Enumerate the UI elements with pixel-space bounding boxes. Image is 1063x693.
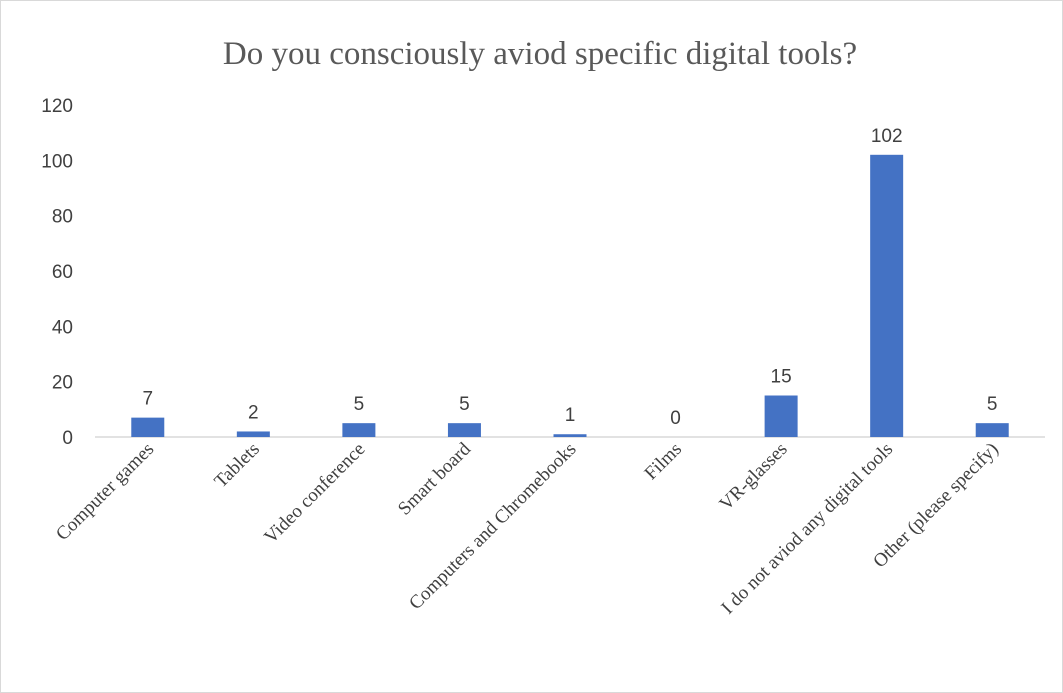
category-label: Tablets (210, 439, 263, 492)
category-label: Computer games (52, 439, 158, 545)
bar (975, 423, 1009, 437)
data-label: 5 (987, 394, 998, 415)
data-label: 15 (771, 367, 792, 388)
category-label: VR-glasses (716, 439, 792, 515)
chart-title: Do you consciously aviod specific digita… (223, 36, 857, 72)
bar (131, 417, 165, 437)
bar (764, 395, 798, 437)
y-tick-label: 20 (52, 373, 73, 394)
bar (236, 431, 270, 437)
bar (553, 434, 587, 437)
data-label: 102 (871, 126, 903, 147)
data-label: 5 (459, 394, 470, 415)
category-label: Video conference (260, 439, 369, 548)
bars (131, 154, 1009, 438)
data-label: 0 (670, 408, 681, 429)
y-tick-label: 120 (41, 96, 73, 117)
data-label: 7 (142, 389, 153, 410)
y-tick-label: 0 (62, 428, 73, 449)
category-label: Smart board (394, 438, 475, 519)
data-label: 1 (565, 405, 576, 426)
y-tick-label: 40 (52, 317, 73, 338)
data-label: 2 (248, 402, 259, 423)
category-label: Films (641, 439, 686, 484)
bar (870, 154, 904, 438)
y-tick-label: 60 (52, 262, 73, 283)
y-tick-label: 100 (41, 151, 73, 172)
y-axis: 0 20 40 60 80 100 120 (41, 96, 73, 449)
bar (342, 423, 376, 437)
category-label: I do not aviod any digital tools (717, 439, 897, 619)
category-label: Computers and Chromebooks (405, 439, 580, 614)
data-label: 5 (354, 394, 365, 415)
bar (447, 423, 481, 437)
y-tick-label: 80 (52, 207, 73, 228)
